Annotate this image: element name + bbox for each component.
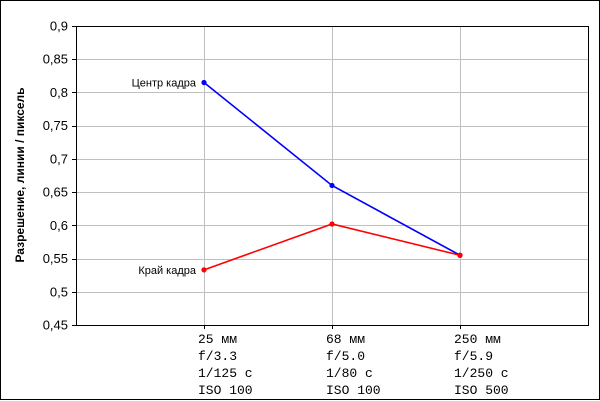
y-tick-label: 0,7 xyxy=(50,151,68,166)
y-tick-label: 0,9 xyxy=(50,19,68,34)
y-tick-label: 0,6 xyxy=(50,218,68,233)
y-axis-label: Разрешение, линии / пиксель xyxy=(13,87,27,262)
x-tick-label: ISO 500 xyxy=(454,383,509,398)
y-tick-label: 0,65 xyxy=(43,185,68,200)
x-tick-label: ISO 100 xyxy=(198,383,253,398)
x-tick-label: 250 мм xyxy=(454,332,501,347)
data-point xyxy=(457,252,463,258)
data-point xyxy=(201,79,207,86)
x-tick-label: ISO 100 xyxy=(326,383,381,398)
series: Центр кадра Край кадра xyxy=(132,77,463,277)
x-tick-label: f/3.3 xyxy=(198,349,237,364)
x-tick-label: 68 мм xyxy=(326,332,365,347)
grid xyxy=(76,26,588,326)
x-tick-label: 25 мм xyxy=(198,332,237,347)
data-point xyxy=(201,267,207,273)
x-tick-label: 1/125 с xyxy=(198,366,253,381)
y-tick-label: 0,55 xyxy=(43,251,68,266)
x-tick-label: 1/80 с xyxy=(326,366,373,381)
series-label: Край кадра xyxy=(138,265,197,277)
x-tick-label: 1/250 с xyxy=(454,366,509,381)
x-tick-label: f/5.0 xyxy=(326,349,365,364)
y-axis-ticks: 0,45 0,5 0,55 0,6 0,65 0,7 0,75 0,8 0,85 0,9 xyxy=(43,19,76,333)
y-tick-label: 0,85 xyxy=(43,52,68,67)
y-tick-label: 0,8 xyxy=(50,85,68,100)
y-tick-label: 0,5 xyxy=(50,284,68,299)
y-tick-label: 0,45 xyxy=(43,318,68,333)
data-point xyxy=(329,182,335,189)
x-axis-ticks: 25 мм f/3.3 1/125 с ISO 100 68 мм f/5.0 1/80 с… xyxy=(198,325,509,398)
data-point xyxy=(329,221,335,227)
x-tick-label: f/5.9 xyxy=(454,349,493,364)
series-label: Центр кадра xyxy=(132,77,197,89)
y-tick-label: 0,75 xyxy=(43,118,68,133)
